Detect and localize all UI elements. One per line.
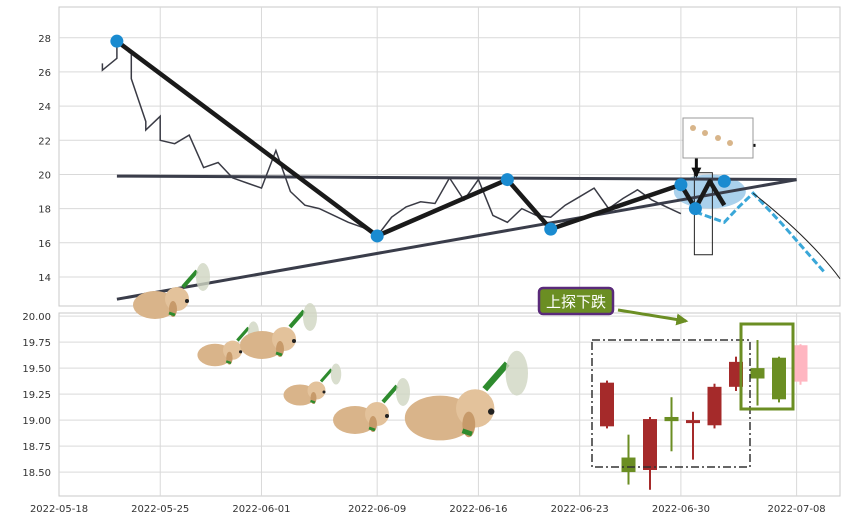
y-tick-label: 28	[38, 34, 51, 45]
y-tick-label: 19.50	[22, 364, 51, 375]
annotation-label-box	[537, 286, 615, 316]
dog-nose	[385, 414, 389, 418]
x-tick-label: 2022-05-18	[30, 504, 88, 515]
pivot-point	[370, 229, 384, 243]
dog-fan	[396, 378, 410, 406]
candle-body	[621, 457, 636, 473]
dog-figure	[283, 363, 342, 406]
dog-hat	[288, 309, 306, 329]
pivot-point	[674, 178, 688, 192]
thumbnail-figure	[702, 130, 708, 136]
dog-head	[456, 389, 495, 428]
dog-fan	[303, 303, 317, 331]
y-tick-label: 24	[38, 102, 51, 113]
pattern-box	[591, 339, 751, 468]
candle-body	[772, 357, 786, 400]
y-tick-label: 19.25	[22, 390, 51, 401]
dog-nose	[488, 408, 495, 415]
candle-panel-frame	[58, 312, 841, 497]
candlestick-panel: 18.50 18.75 19.00 19.25 19.50 19.75 20.00 上探下跌	[22, 286, 841, 497]
x-tick-label: 2022-06-23	[551, 504, 609, 515]
dog-head	[223, 340, 243, 360]
y-tick-label: 18.50	[22, 468, 51, 479]
dog-head	[307, 381, 326, 400]
y-tick-label: 18	[38, 205, 51, 216]
dog-nose	[185, 299, 189, 303]
annotation-arrow	[617, 308, 689, 326]
y-tick-label: 18.75	[22, 442, 51, 453]
series-close-line	[101, 39, 682, 237]
dog-fan	[330, 363, 342, 385]
price-panel-frame	[58, 6, 841, 307]
candle-body	[793, 345, 808, 382]
pivot-point	[110, 34, 124, 48]
dog-collar	[168, 311, 176, 317]
callout-arrow-head	[691, 167, 702, 178]
dog-collar	[461, 428, 473, 437]
dog-figure	[133, 263, 210, 319]
y-tick-label: 16	[38, 239, 51, 250]
dog-figure	[240, 303, 317, 359]
dog-hat	[236, 326, 250, 342]
thumbnail-figure	[690, 125, 696, 131]
dog-fan	[505, 350, 528, 396]
pivot-point	[544, 222, 558, 236]
dog-hat	[319, 368, 333, 383]
series-projection-line	[694, 191, 827, 275]
projection-curve	[752, 192, 841, 279]
pivot-point	[717, 174, 731, 188]
dog-collar	[310, 399, 316, 404]
pivot-point	[688, 202, 702, 216]
highlight-box	[739, 322, 795, 411]
y-tick-label: 22	[38, 136, 51, 147]
dog-nose	[322, 390, 326, 394]
candle-body	[643, 419, 657, 471]
dog-nose	[239, 350, 243, 354]
y-tick-label: 19.00	[22, 416, 51, 427]
price-panel: 14 16 18 20 22 24 26 28	[38, 6, 841, 307]
dog-nose	[292, 339, 296, 343]
thumbnail-figure	[715, 135, 721, 141]
date-axis: 2022-05-18 2022-05-25 2022-06-01 2022-06-09…	[30, 504, 826, 515]
dog-collar	[275, 351, 283, 357]
dog-fan	[196, 263, 210, 291]
candle-body	[600, 382, 614, 427]
dog-figure	[404, 350, 528, 441]
annotation-label: 上探下跌	[546, 293, 606, 311]
series-support-line	[116, 178, 797, 301]
dog-head	[365, 402, 389, 426]
dog-hat	[381, 384, 399, 404]
dog-collar	[368, 426, 376, 432]
dog-figure	[333, 378, 410, 434]
y-tick-label: 26	[38, 68, 51, 79]
x-tick-label: 2022-06-16	[449, 504, 507, 515]
candle-body	[707, 386, 722, 426]
x-tick-label: 2022-05-25	[131, 504, 189, 515]
dog-hat	[482, 361, 510, 392]
x-tick-label: 2022-06-30	[652, 504, 710, 515]
dog-hat	[181, 269, 199, 289]
pivot-point	[500, 173, 514, 187]
thumbnail-figure	[727, 140, 733, 146]
y-tick-label: 14	[38, 273, 51, 284]
y-tick-label: 20	[38, 170, 51, 181]
dog-collar	[225, 360, 232, 365]
candle-body	[686, 420, 700, 424]
y-tick-label: 20.00	[22, 312, 51, 323]
dog-head	[165, 287, 189, 311]
candle-body	[750, 368, 765, 379]
decorations	[133, 263, 528, 441]
x-tick-label: 2022-07-08	[768, 504, 826, 515]
x-tick-label: 2022-06-01	[232, 504, 290, 515]
candle-body	[664, 416, 679, 422]
dog-head	[272, 327, 296, 351]
series-pattern-line	[115, 39, 727, 239]
y-tick-label: 19.75	[22, 338, 51, 349]
x-tick-label: 2022-06-09	[348, 504, 406, 515]
